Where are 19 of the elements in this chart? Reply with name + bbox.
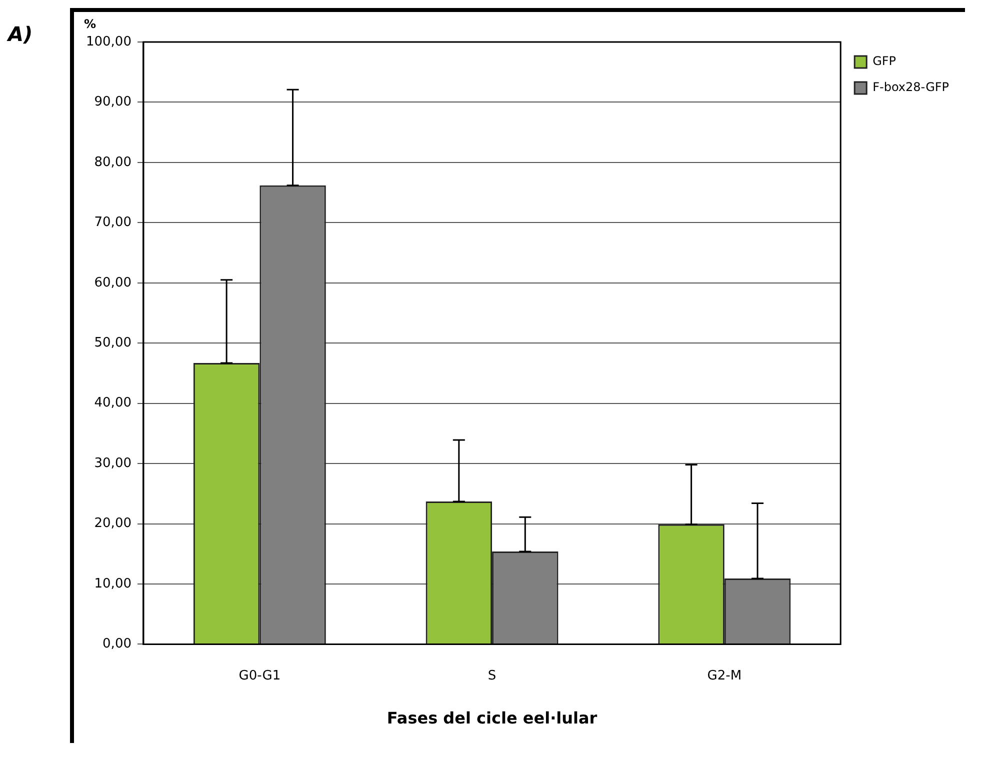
y-tick-label: 80,00	[94, 154, 132, 170]
y-tick-label: 60,00	[94, 275, 132, 290]
y-tick-label: 90,00	[94, 94, 132, 110]
y-tick-label: 100,00	[86, 34, 132, 50]
x-tick-label: G0-G1	[238, 668, 281, 684]
y-axis-title: %	[84, 17, 96, 31]
y-tick-label: 70,00	[94, 215, 132, 230]
y-tick-label: 0,00	[102, 636, 132, 652]
y-tick-label: 50,00	[94, 335, 132, 350]
legend-label: F-box28-GFP	[872, 80, 950, 94]
x-axis-title: Fases del cicle eel·lular	[386, 708, 598, 728]
y-tick-label: 30,00	[94, 456, 132, 471]
y-tick-label: 20,00	[94, 516, 132, 532]
x-tick-label: S	[488, 668, 496, 684]
legend-label: GFP	[872, 54, 896, 68]
text: A)	[8, 22, 34, 46]
x-tick-label: G2-M	[707, 668, 742, 684]
y-tick-label: 10,00	[94, 576, 132, 592]
y-tick-label: 40,00	[94, 396, 132, 411]
